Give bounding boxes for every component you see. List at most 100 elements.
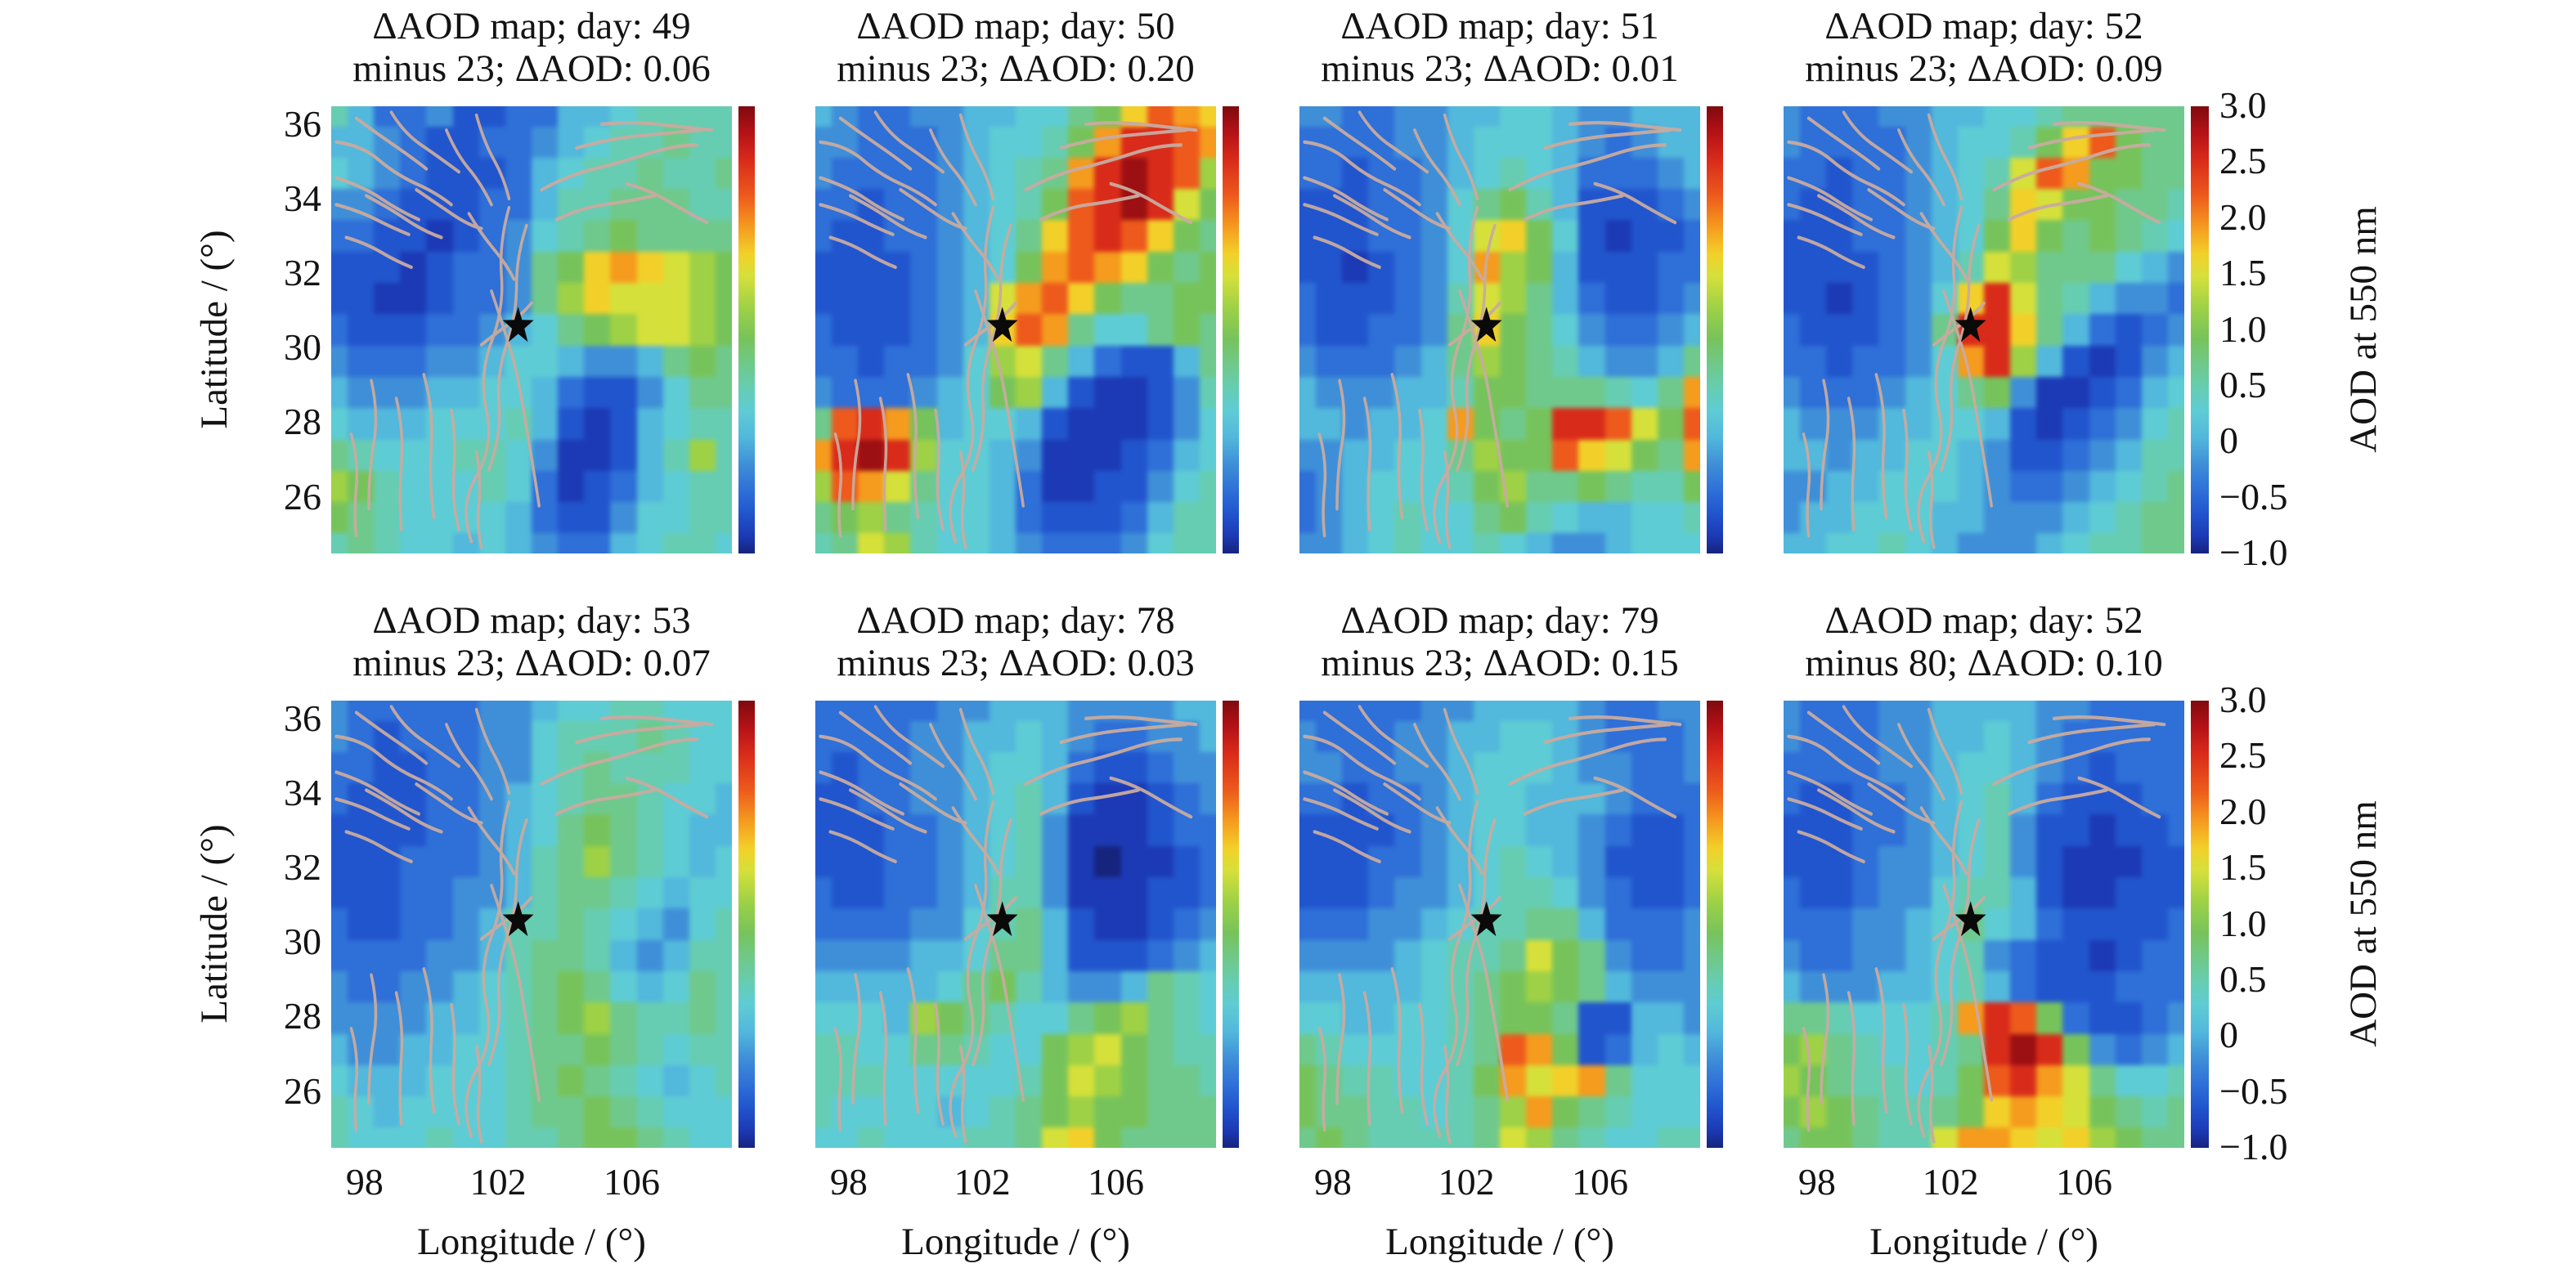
y-tick-label: 34 <box>284 771 321 813</box>
heatmap-cells <box>331 701 732 1148</box>
colorbar-row1 <box>2191 106 2209 553</box>
x-tick-label: 102 <box>469 1161 527 1203</box>
panel-title-line2: minus 23; ΔAOD: 0.07 <box>352 642 711 684</box>
panel-title-line2: minus 23; ΔAOD: 0.20 <box>837 47 1195 90</box>
colorbar-tick-label: 1.5 <box>2219 846 2267 889</box>
y-tick-label: 30 <box>284 326 321 369</box>
colorbar-tick-label: 2.0 <box>2219 790 2267 832</box>
panel-colorbar-strip <box>1223 701 1239 1148</box>
x-tick-label: 106 <box>1572 1161 1628 1203</box>
panel-title-line2: minus 80; ΔAOD: 0.10 <box>1805 642 2163 684</box>
x-axis-label: Longitude / (°) <box>417 1221 646 1263</box>
panel-title: ΔAOD map; day: 51 minus 23; ΔAOD: 0.01 <box>1238 5 1761 90</box>
colorbar-label-row1: AOD at 550 nm <box>2342 206 2385 453</box>
x-tick-label: 106 <box>604 1161 660 1203</box>
x-tick-label: 102 <box>1438 1161 1495 1203</box>
colorbar-tick-label: −1.0 <box>2219 1126 2288 1167</box>
aod-heatmap-panel <box>1784 701 2184 1148</box>
x-tick-label: 106 <box>2056 1161 2112 1203</box>
colorbar-tick-label: −0.5 <box>2219 475 2288 518</box>
panel-title: ΔAOD map; day: 52 minus 80; ΔAOD: 0.10 <box>1722 599 2246 684</box>
panel-title-line1: ΔAOD map; day: 52 <box>1824 599 2143 642</box>
x-axis-label: Longitude / (°) <box>1385 1221 1614 1263</box>
panel-title-line2: minus 23; ΔAOD: 0.06 <box>352 47 711 90</box>
fault-lines-overlay <box>331 106 732 553</box>
x-axis-label: Longitude / (°) <box>1869 1221 2098 1263</box>
y-tick-label: 36 <box>284 697 321 739</box>
y-tick-label: 26 <box>284 1069 321 1112</box>
colorbar-tick-label: 1.0 <box>2219 307 2267 350</box>
y-tick-label: 34 <box>284 177 321 219</box>
panel-title: ΔAOD map; day: 49 minus 23; ΔAOD: 0.06 <box>270 5 793 90</box>
panel-title-line1: ΔAOD map; day: 53 <box>372 599 691 642</box>
panel-title-line1: ΔAOD map; day: 49 <box>372 5 691 47</box>
panel-title: ΔAOD map; day: 53 minus 23; ΔAOD: 0.07 <box>270 599 793 684</box>
panel-title-line2: minus 23; ΔAOD: 0.03 <box>837 642 1195 684</box>
panel-title: ΔAOD map; day: 50 minus 23; ΔAOD: 0.20 <box>754 5 1277 90</box>
heatmap-cells <box>331 106 732 553</box>
panel-title-line2: minus 23; ΔAOD: 0.09 <box>1805 47 2163 90</box>
colorbar-tick-label: 3.0 <box>2219 679 2267 720</box>
x-tick-label: 98 <box>829 1161 868 1203</box>
colorbar-tick-label: 0 <box>2219 1014 2238 1056</box>
colorbar-tick-label: 1.5 <box>2219 252 2267 294</box>
fault-lines-overlay <box>1784 106 2184 553</box>
y-tick-label: 32 <box>284 252 321 294</box>
y-tick-label: 28 <box>284 401 321 443</box>
aod-heatmap-panel <box>1299 106 1700 553</box>
colorbar-tick-label: 0.5 <box>2219 363 2267 406</box>
fault-lines-overlay <box>815 701 1216 1148</box>
y-tick-label: 36 <box>284 102 321 145</box>
panel-colorbar-strip <box>738 701 755 1148</box>
fault-lines-overlay <box>1299 701 1700 1148</box>
y-tick-label: 28 <box>284 995 321 1037</box>
panel-title: ΔAOD map; day: 78 minus 23; ΔAOD: 0.03 <box>754 599 1277 684</box>
heatmap-cells <box>1299 701 1700 1148</box>
panel-title-line1: ΔAOD map; day: 51 <box>1340 5 1659 47</box>
heatmap-cells <box>1784 106 2184 553</box>
panel-colorbar-strip <box>738 106 755 553</box>
fault-lines-overlay <box>331 701 732 1148</box>
panel-colorbar-strip <box>1707 106 1723 553</box>
panel-title: ΔAOD map; day: 52 minus 23; ΔAOD: 0.09 <box>1722 5 2246 90</box>
colorbar-tick-label: 1.0 <box>2219 902 2267 944</box>
aod-heatmap-panel <box>1299 701 1700 1148</box>
colorbar-tick-label: 0 <box>2219 419 2238 462</box>
colorbar-row2 <box>2191 701 2209 1148</box>
heatmap-cells <box>1299 106 1700 553</box>
panel-title: ΔAOD map; day: 79 minus 23; ΔAOD: 0.15 <box>1238 599 1761 684</box>
colorbar-tick-label: −1.0 <box>2219 531 2288 573</box>
y-tick-label: 30 <box>284 921 321 963</box>
colorbar-tick-label: 2.5 <box>2219 734 2267 777</box>
x-tick-label: 98 <box>1797 1161 1836 1203</box>
aod-heatmap-panel <box>815 106 1216 553</box>
fault-lines-overlay <box>1299 106 1700 553</box>
colorbar-tick-label: −0.5 <box>2219 1069 2288 1112</box>
x-tick-label: 98 <box>345 1161 384 1203</box>
colorbar-tick-label: 3.0 <box>2219 84 2267 126</box>
x-tick-label: 98 <box>1313 1161 1352 1203</box>
y-tick-label: 32 <box>284 846 321 889</box>
colorbar-tick-label: 0.5 <box>2219 957 2267 1000</box>
panel-title-line1: ΔAOD map; day: 78 <box>856 599 1175 642</box>
panel-title-line1: ΔAOD map; day: 50 <box>856 5 1175 47</box>
x-tick-label: 102 <box>1922 1161 1979 1203</box>
x-axis-label: Longitude / (°) <box>901 1221 1130 1263</box>
aod-heatmap-panel <box>1784 106 2184 553</box>
fault-lines-overlay <box>815 106 1216 553</box>
colorbar-tick-label: 2.0 <box>2219 195 2267 238</box>
fault-lines-overlay <box>1784 701 2184 1148</box>
aod-heatmap-panel <box>331 701 732 1148</box>
panel-title-line2: minus 23; ΔAOD: 0.01 <box>1321 47 1679 90</box>
panel-title-line2: minus 23; ΔAOD: 0.15 <box>1321 642 1679 684</box>
y-tick-label: 26 <box>284 475 321 518</box>
aod-heatmap-panel <box>815 701 1216 1148</box>
colorbar-tick-label: 2.5 <box>2219 140 2267 182</box>
panel-title-line1: ΔAOD map; day: 79 <box>1340 599 1659 642</box>
aod-heatmap-panel <box>331 106 732 553</box>
x-tick-label: 102 <box>954 1161 1011 1203</box>
heatmap-cells <box>1784 701 2184 1148</box>
colorbar-label-row2: AOD at 550 nm <box>2342 800 2385 1047</box>
panel-colorbar-strip <box>1707 701 1723 1148</box>
